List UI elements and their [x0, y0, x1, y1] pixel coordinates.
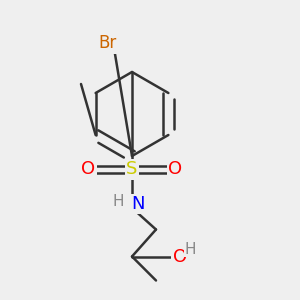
- Text: Br: Br: [99, 34, 117, 52]
- Text: N: N: [131, 195, 145, 213]
- Text: O: O: [168, 160, 183, 178]
- Text: O: O: [173, 248, 187, 266]
- Text: O: O: [81, 160, 96, 178]
- Text: H: H: [185, 242, 196, 256]
- Text: H: H: [113, 194, 124, 208]
- Text: S: S: [126, 160, 138, 178]
